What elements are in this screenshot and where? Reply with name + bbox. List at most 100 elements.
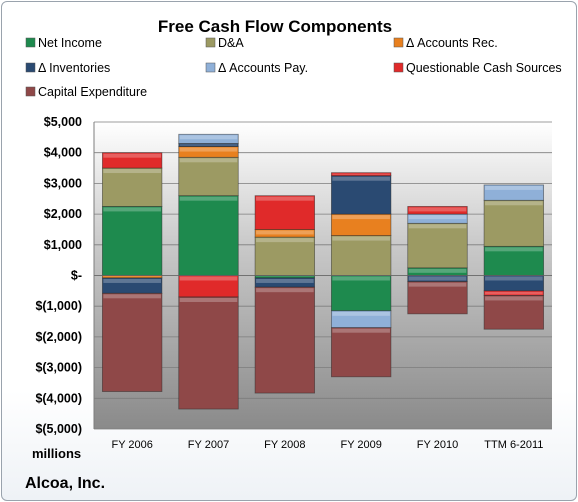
y-tick-label: $2,000 [44, 207, 82, 221]
bar-highlight [103, 153, 161, 158]
bar-segment [101, 292, 163, 392]
bar-segment [483, 295, 545, 330]
bar-highlight [179, 158, 238, 163]
bar-highlight [332, 215, 390, 220]
bar-segment [254, 236, 316, 276]
bar-highlight [179, 144, 238, 146]
bar-segment [178, 156, 239, 197]
y-tick-label: $1,000 [44, 238, 82, 252]
bar-highlight [179, 196, 238, 201]
legend: Net Income D&A Δ Accounts Rec. Δ Inventorie… [25, 36, 562, 99]
x-tick-label: FY 2008 [264, 439, 305, 451]
legend-label: Net Income [38, 36, 102, 50]
bar-segment [407, 222, 468, 269]
legend-label: Questionable Cash Sources [406, 61, 562, 75]
company-name: Alcoa, Inc. [25, 475, 105, 492]
bars [101, 133, 545, 410]
bar-highlight [332, 173, 390, 175]
bar-highlight [103, 278, 161, 283]
bar-highlight [256, 278, 314, 283]
bar-segment [483, 245, 545, 276]
bar-highlight [256, 238, 314, 243]
bar-segment [330, 235, 392, 276]
bar-highlight [332, 176, 390, 181]
bar-highlight [256, 230, 314, 235]
bar-highlight [179, 276, 238, 281]
y-tick-label: $(5,000) [35, 422, 82, 436]
legend-label: Δ Accounts Rec. [406, 36, 498, 50]
bar-highlight [485, 201, 543, 206]
legend-label: Δ Accounts Pay. [218, 61, 308, 75]
bar-segment [101, 206, 163, 276]
bar-highlight [408, 224, 467, 229]
legend-label: D&A [218, 36, 244, 50]
x-tick-label: FY 2007 [188, 439, 229, 451]
x-tick-label: FY 2009 [340, 439, 381, 451]
bar-segment [407, 281, 468, 315]
bar-highlight [103, 294, 161, 299]
bar-highlight [408, 276, 467, 281]
bar-segment [330, 275, 392, 312]
y-tick-label: $- [71, 269, 82, 283]
bar-segment [330, 327, 392, 378]
bar-segment [407, 206, 468, 215]
bar-segment [178, 133, 239, 144]
legend-swatch [25, 86, 36, 97]
bar-highlight [408, 207, 467, 212]
bar-highlight [485, 247, 543, 252]
x-tick-label: FY 2006 [111, 439, 152, 451]
bar-segment [178, 195, 239, 276]
legend-label: Capital Expenditure [38, 85, 147, 99]
legend-swatch [25, 62, 36, 73]
bar-highlight [256, 196, 314, 201]
gridlines [94, 121, 552, 430]
bar-highlight [103, 207, 161, 212]
units-label: millions [32, 446, 81, 461]
bar-highlight [179, 297, 238, 302]
bar-segment [483, 199, 545, 247]
x-tick-label: TTM 6-2011 [484, 439, 543, 451]
bar-highlight [332, 328, 390, 333]
bar-segment [254, 286, 316, 394]
bar-highlight [408, 268, 467, 273]
y-tick-label: $5,000 [44, 115, 82, 129]
y-tick-label: $4,000 [44, 146, 82, 160]
bar-highlight [408, 282, 467, 287]
bar-highlight [103, 169, 161, 174]
bar-segment [330, 175, 392, 215]
legend-swatch [393, 62, 404, 73]
legend-swatch [205, 37, 216, 48]
bar-highlight [179, 135, 238, 140]
bar-highlight [332, 311, 390, 316]
bar-segment [483, 184, 545, 201]
y-tick-label: $3,000 [44, 176, 82, 190]
bar-segment [101, 152, 163, 169]
y-axis: $5,000 $4,000 $3,000 $2,000 $1,000 $- $(1,000)… [35, 115, 95, 436]
bar-highlight [332, 236, 390, 241]
chart-title: Free Cash Flow Components [158, 17, 392, 36]
bar-segment [330, 172, 392, 177]
bar-segment [178, 296, 239, 410]
legend-swatch [205, 62, 216, 73]
y-tick-label: $(1,000) [35, 299, 82, 313]
bar-highlight [332, 276, 390, 281]
bar-highlight [256, 288, 314, 293]
y-tick-label: $(4,000) [35, 391, 82, 405]
x-axis: FY 2006 FY 2007 FY 2008 FY 2009 FY 2010 TTM 6… [94, 275, 552, 451]
bar-highlight [485, 296, 543, 301]
legend-swatch [25, 37, 36, 48]
y-tick-label: $(3,000) [35, 361, 82, 375]
bar-segment [254, 195, 316, 230]
legend-swatch [393, 37, 404, 48]
legend-label: Δ Inventories [38, 61, 110, 75]
y-tick-label: $(2,000) [35, 330, 82, 344]
bar-highlight [485, 291, 543, 295]
bar-highlight [408, 215, 467, 220]
bar-highlight [485, 276, 543, 281]
bar-highlight [485, 185, 543, 190]
bar-segment [101, 167, 163, 207]
bar-highlight [179, 147, 238, 152]
x-tick-label: FY 2010 [417, 439, 458, 451]
